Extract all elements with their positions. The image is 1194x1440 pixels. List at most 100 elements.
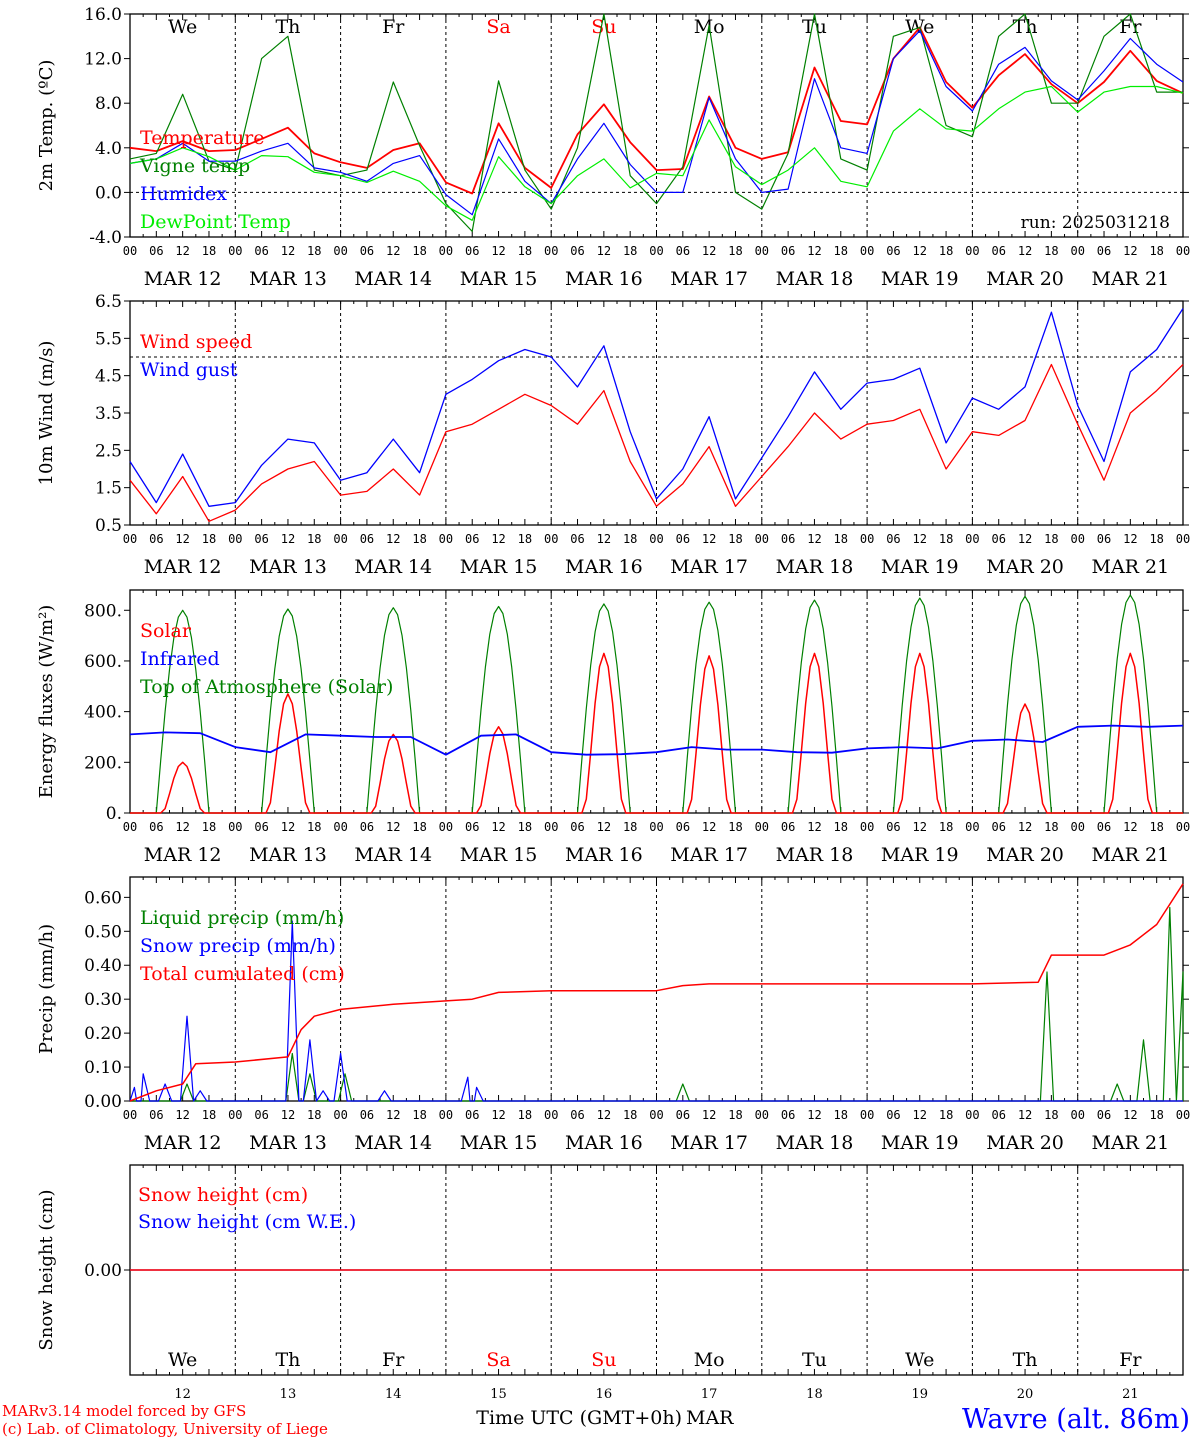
hour-tick-label: 12 (175, 244, 189, 258)
y-tick-label: 16.0 (84, 5, 122, 25)
hour-tick-label: 18 (834, 1108, 848, 1122)
hour-tick-label: 18 (1149, 244, 1163, 258)
hour-tick-label: 12 (597, 1108, 611, 1122)
legend-entry: Snow precip (mm/h) (140, 935, 336, 957)
hour-tick-label: 06 (1097, 244, 1111, 258)
y-tick-label: 3.5 (95, 404, 122, 424)
date-label: MAR 17 (670, 556, 748, 578)
date-label: MAR 14 (354, 1132, 432, 1154)
hour-tick-label: 18 (728, 244, 742, 258)
hour-tick-label: 00 (333, 820, 347, 834)
hour-tick-label: 06 (781, 820, 795, 834)
hour-tick-label: 00 (333, 244, 347, 258)
hour-tick-label: 06 (360, 820, 374, 834)
hour-tick-label: 12 (1123, 532, 1137, 546)
run-annotation: run: 2025031218 (1021, 213, 1170, 233)
hour-tick-label: 06 (991, 1108, 1005, 1122)
hour-tick-label: 00 (1176, 820, 1190, 834)
x-axis-month: MAR (686, 1407, 734, 1429)
day-number-label: 21 (1122, 1387, 1139, 1402)
hour-tick-label: 18 (1044, 820, 1058, 834)
y-tick-label: 2.5 (95, 441, 122, 461)
hour-tick-label: 12 (491, 820, 505, 834)
hour-tick-label: 00 (965, 820, 979, 834)
hour-tick-label: 06 (465, 1108, 479, 1122)
hour-tick-label: 06 (570, 532, 584, 546)
hour-tick-label: 00 (228, 244, 242, 258)
hour-tick-label: 00 (439, 820, 453, 834)
hour-tick-label: 00 (1070, 532, 1084, 546)
hour-tick-label: 06 (254, 244, 268, 258)
hour-tick-label: 18 (412, 532, 426, 546)
weekday-label: Tu (802, 16, 827, 38)
date-label: MAR 20 (986, 844, 1064, 866)
y-tick-label: 400. (84, 703, 122, 723)
hour-tick-label: 00 (860, 532, 874, 546)
y-tick-label: 200. (84, 753, 122, 773)
hour-tick-label: 12 (702, 532, 716, 546)
y-tick-label: 0.10 (84, 1058, 122, 1078)
hour-tick-label: 06 (781, 244, 795, 258)
date-label: MAR 15 (460, 844, 538, 866)
infrared-line (129, 724, 1184, 756)
y-tick-label: 0.20 (84, 1024, 122, 1044)
weekday-label: Fr (1119, 1349, 1142, 1371)
date-label: MAR 14 (354, 268, 432, 290)
date-label: MAR 15 (460, 556, 538, 578)
hour-tick-label: 00 (755, 820, 769, 834)
hour-tick-label: 06 (360, 244, 374, 258)
y-tick-label: 0.50 (84, 922, 122, 942)
hour-tick-label: 18 (202, 820, 216, 834)
hour-tick-label: 12 (702, 1108, 716, 1122)
hour-tick-label: 00 (228, 532, 242, 546)
hour-tick-label: 12 (913, 820, 927, 834)
hour-tick-label: 06 (149, 244, 163, 258)
hour-tick-label: 06 (676, 820, 690, 834)
hour-tick-label: 12 (175, 532, 189, 546)
cumulated-precip-line (129, 883, 1184, 1102)
hour-tick-label: 18 (939, 532, 953, 546)
date-label: MAR 19 (881, 844, 959, 866)
hour-tick-label: 00 (649, 1108, 663, 1122)
hour-tick-label: 18 (412, 820, 426, 834)
hour-tick-label: 12 (386, 532, 400, 546)
day-number-label: 15 (490, 1387, 507, 1402)
hour-tick-label: 18 (939, 244, 953, 258)
hour-tick-label: 00 (439, 1108, 453, 1122)
legend-entry: Temperature (140, 127, 264, 149)
date-label: MAR 15 (460, 1132, 538, 1154)
hour-tick-label: 12 (1018, 1108, 1032, 1122)
hour-tick-label: 18 (834, 820, 848, 834)
hour-tick-label: 12 (597, 244, 611, 258)
weekday-label: Sa (486, 16, 510, 38)
hour-tick-label: 00 (123, 244, 137, 258)
date-label: MAR 18 (776, 268, 854, 290)
hour-tick-label: 00 (860, 1108, 874, 1122)
x-axis-label: Time UTC (GMT+0h) (476, 1407, 682, 1429)
date-label: MAR 13 (249, 1132, 327, 1154)
hour-tick-label: 06 (991, 244, 1005, 258)
model-credit: MARv3.14 model forced by GFS (2, 1402, 246, 1420)
hour-tick-label: 00 (1176, 1108, 1190, 1122)
y-tick-label: 0.40 (84, 956, 122, 976)
y-axis-label: Snow height (cm) (36, 1189, 57, 1350)
hour-tick-label: 06 (360, 1108, 374, 1122)
date-label: MAR 21 (1091, 556, 1169, 578)
hour-tick-label: 06 (781, 1108, 795, 1122)
date-label: MAR 14 (354, 556, 432, 578)
day-number-label: 19 (911, 1387, 928, 1402)
day-number-label: 12 (174, 1387, 191, 1402)
hour-tick-label: 12 (597, 532, 611, 546)
hour-tick-label: 06 (465, 820, 479, 834)
hour-tick-label: 06 (991, 820, 1005, 834)
hour-tick-label: 00 (860, 820, 874, 834)
hour-tick-label: 06 (1097, 532, 1111, 546)
hour-tick-label: 06 (991, 532, 1005, 546)
hour-tick-label: 18 (1149, 1108, 1163, 1122)
date-label: MAR 12 (144, 268, 222, 290)
weekday-label: Tu (802, 1349, 827, 1371)
hour-tick-label: 00 (965, 244, 979, 258)
date-label: MAR 18 (776, 556, 854, 578)
hour-tick-label: 12 (913, 1108, 927, 1122)
hour-tick-label: 00 (1176, 532, 1190, 546)
